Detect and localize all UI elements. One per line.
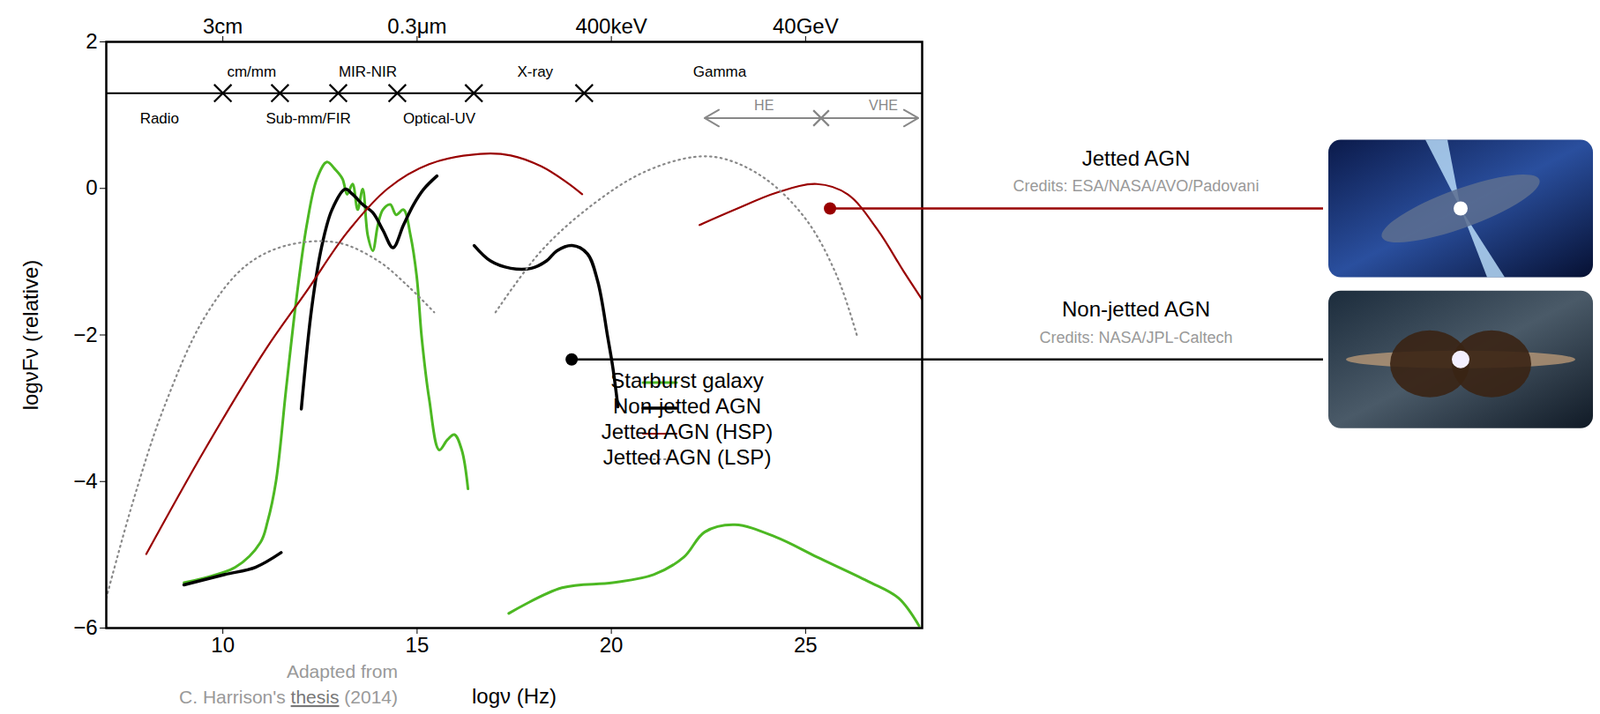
svg-text:−2: −2 — [73, 322, 98, 347]
svg-text:Non-jetted AGN: Non-jetted AGN — [613, 394, 762, 419]
svg-text:20: 20 — [599, 633, 624, 658]
svg-text:HE: HE — [754, 97, 774, 113]
svg-text:25: 25 — [793, 633, 818, 658]
svg-text:logν (Hz): logν (Hz) — [471, 684, 557, 709]
svg-text:Credits: NASA/JPL-Caltech: Credits: NASA/JPL-Caltech — [1039, 328, 1233, 347]
svg-text:Jetted AGN (HSP): Jetted AGN (HSP) — [601, 419, 774, 444]
svg-text:logνFν (relative): logνFν (relative) — [18, 260, 43, 412]
svg-text:Jetted AGN (LSP): Jetted AGN (LSP) — [603, 445, 772, 470]
svg-text:15: 15 — [405, 633, 430, 658]
svg-text:Starburst galaxy: Starburst galaxy — [610, 368, 763, 393]
svg-text:2: 2 — [85, 29, 98, 53]
svg-text:Gamma: Gamma — [693, 63, 748, 81]
svg-text:MIR-NIR: MIR-NIR — [338, 63, 397, 81]
svg-text:0: 0 — [85, 175, 98, 200]
svg-text:C. Harrison's thesis (2014): C. Harrison's thesis (2014) — [179, 687, 398, 708]
svg-text:X-ray: X-ray — [516, 63, 554, 81]
svg-text:−4: −4 — [73, 469, 98, 494]
svg-text:−6: −6 — [73, 615, 98, 640]
svg-text:Radio: Radio — [140, 110, 180, 128]
svg-text:Optical-UV: Optical-UV — [403, 110, 477, 128]
svg-text:cm/mm: cm/mm — [226, 63, 277, 81]
svg-text:Non-jetted AGN: Non-jetted AGN — [1061, 297, 1211, 322]
svg-text:VHE: VHE — [868, 97, 898, 113]
svg-text:Jetted AGN: Jetted AGN — [1082, 146, 1191, 171]
svg-text:Credits: ESA/NASA/AVO/Padovani: Credits: ESA/NASA/AVO/Padovani — [1013, 177, 1260, 195]
svg-text:Sub-mm/FIR: Sub-mm/FIR — [265, 110, 351, 128]
svg-text:0.3μm: 0.3μm — [387, 14, 447, 38]
svg-text:10: 10 — [210, 633, 235, 658]
svg-text:40GeV: 40GeV — [772, 14, 839, 38]
svg-text:Adapted from: Adapted from — [286, 661, 398, 682]
svg-text:400keV: 400keV — [575, 14, 647, 38]
svg-text:3cm: 3cm — [202, 14, 243, 38]
